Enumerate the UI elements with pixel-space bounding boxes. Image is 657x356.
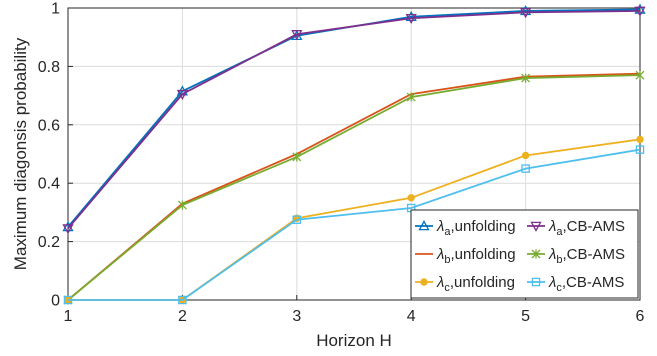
data-point	[62, 224, 74, 235]
legend-label: λb,unfolding	[436, 246, 516, 266]
legend-marker	[531, 249, 541, 259]
legend-entry-3: λb,CB-AMS	[527, 246, 625, 266]
legend-symbol: λ	[436, 218, 444, 235]
data-point	[292, 152, 302, 162]
legend-entry-2: λb,unfolding	[415, 246, 516, 266]
legend-entry-4: λc,unfolding	[415, 274, 515, 294]
data-point	[634, 3, 646, 14]
data-point	[405, 13, 417, 25]
legend-marker	[418, 220, 430, 231]
x-tick-label: 6	[636, 308, 645, 325]
legend-symbol: λ	[436, 274, 444, 291]
series-line	[67, 10, 641, 230]
series-line	[67, 74, 641, 301]
legend-subscript: b	[444, 254, 450, 266]
x-tick-label: 4	[407, 308, 416, 325]
data-point	[406, 92, 416, 102]
data-point	[407, 194, 415, 202]
legend-marker	[530, 221, 542, 232]
y-tick-label: 0.2	[38, 234, 60, 251]
series-layer	[62, 3, 646, 305]
legend-subscript: c	[556, 282, 562, 294]
legend-marker	[531, 277, 541, 287]
legend-entry-1: λa,CB-AMS	[527, 218, 625, 238]
legend-label: λc,unfolding	[436, 274, 515, 294]
legend-entry-5: λc,CB-AMS	[527, 274, 624, 294]
y-tick-label: 0	[51, 293, 60, 310]
x-tick-label: 2	[178, 308, 187, 325]
y-tick-label: 1	[51, 1, 60, 18]
data-point	[63, 295, 73, 305]
data-point	[521, 151, 530, 160]
legend-marker	[420, 278, 428, 286]
legend-symbol: λ	[548, 274, 556, 291]
y-tick-label: 0.4	[38, 176, 60, 193]
data-point	[521, 73, 531, 83]
data-point	[519, 5, 532, 16]
data-point	[291, 30, 303, 41]
legend-symbol: λ	[436, 246, 444, 263]
legend-label: λa,unfolding	[436, 218, 516, 238]
x-tick-label: 3	[292, 308, 301, 325]
legend-subscript: a	[556, 226, 563, 238]
data-point	[177, 200, 187, 210]
legend-suffix: ,unfolding	[450, 274, 515, 291]
data-point	[634, 6, 646, 17]
legend-suffix: ,CB-AMS	[563, 246, 626, 263]
y-tick-label: 0.6	[38, 117, 60, 134]
series-line	[67, 72, 641, 301]
data-point	[292, 215, 302, 224]
legend-symbol: λ	[548, 218, 556, 235]
data-point	[636, 135, 644, 144]
data-point	[405, 10, 417, 22]
legend-symbol: λ	[548, 246, 556, 263]
data-point	[635, 70, 645, 80]
y-tick-label: 0.8	[38, 59, 60, 76]
data-point	[519, 8, 532, 19]
series-2	[67, 72, 641, 301]
series-1	[62, 6, 646, 235]
legend-suffix: ,unfolding	[451, 218, 516, 235]
legend-box	[410, 209, 639, 299]
legend-label: λb,CB-AMS	[548, 246, 625, 266]
legend-subscript: b	[556, 254, 562, 266]
legend-entry-0: λa,unfolding	[415, 218, 516, 238]
y-axis-title: Maximum diagonsis probability	[11, 37, 30, 270]
x-tick-label: 1	[64, 308, 73, 325]
x-tick-label: 5	[521, 308, 530, 325]
data-point	[178, 295, 187, 305]
legend-subscript: a	[444, 226, 451, 238]
axes-frame	[67, 7, 641, 301]
x-axis-title: Horizon H	[316, 331, 392, 350]
axes: 1 2 3 4 5 6 0 0.2 0.4 0.6 0.8 1	[38, 1, 645, 326]
data-point	[521, 164, 530, 173]
legend-suffix: ,CB-AMS	[563, 218, 626, 235]
legend-label: λc,CB-AMS	[548, 274, 624, 294]
legend-suffix: ,unfolding	[451, 246, 516, 263]
legend-label: λa,CB-AMS	[548, 218, 625, 238]
series-5	[63, 145, 645, 305]
legend-subscript: c	[444, 282, 450, 294]
data-point	[635, 145, 645, 154]
data-point	[176, 89, 189, 100]
legend-suffix: ,CB-AMS	[562, 274, 625, 291]
series-line	[68, 148, 641, 301]
